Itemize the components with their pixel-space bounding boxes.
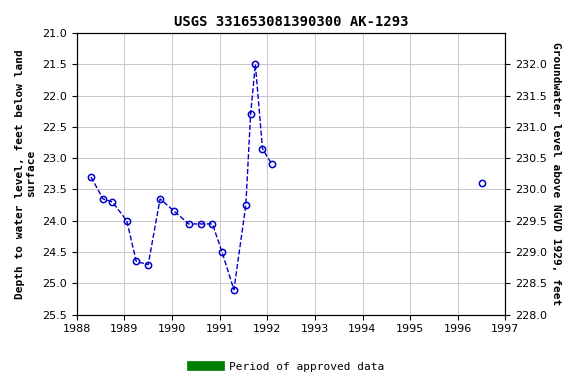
Y-axis label: Groundwater level above NGVD 1929, feet: Groundwater level above NGVD 1929, feet xyxy=(551,42,561,305)
Legend: Period of approved data: Period of approved data xyxy=(188,358,388,377)
Y-axis label: Depth to water level, feet below land
surface: Depth to water level, feet below land su… xyxy=(15,49,37,299)
Title: USGS 331653081390300 AK-1293: USGS 331653081390300 AK-1293 xyxy=(174,15,408,29)
Bar xyxy=(478,315,486,323)
Bar xyxy=(79,315,255,323)
